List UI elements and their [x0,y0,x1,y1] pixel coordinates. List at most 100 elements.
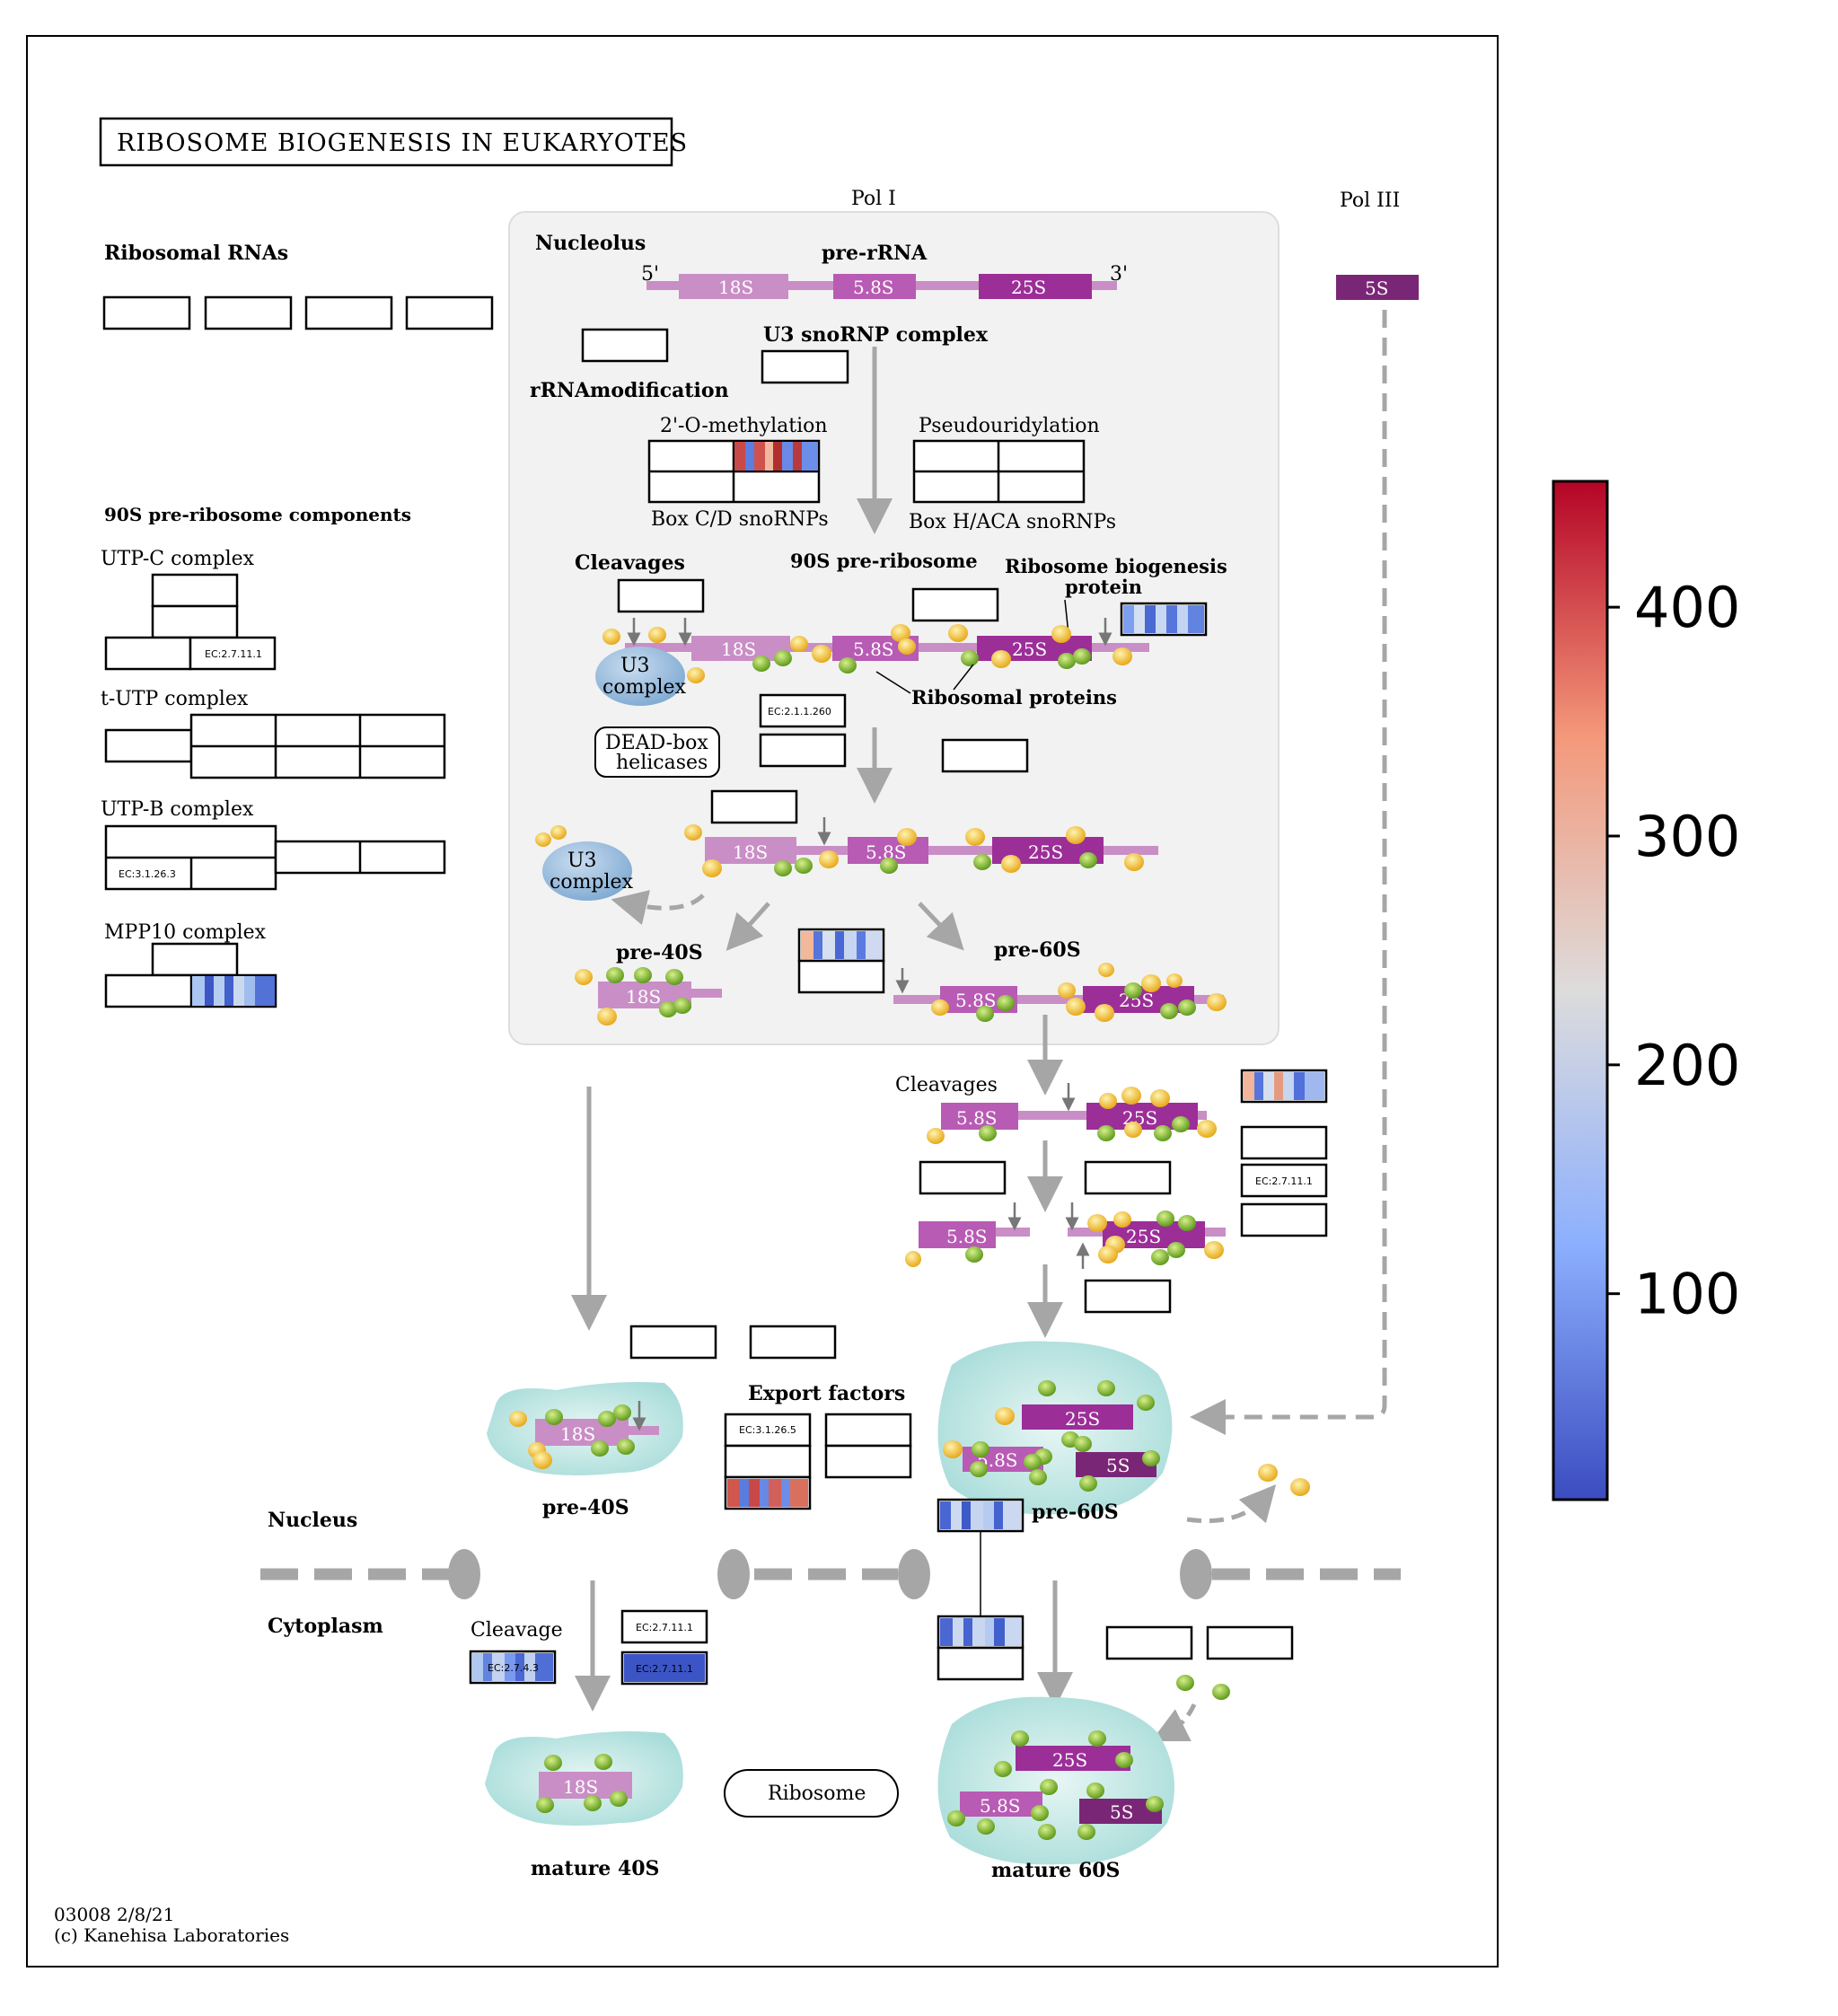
mature60s-proteins [947,1730,1164,1840]
heat-cell-pre60s-right[interactable] [1240,1069,1328,1104]
nucleus-label: Nucleus [268,1509,357,1532]
t-utp-grid[interactable] [104,713,446,779]
cytoplasm-label: Cytoplasm [268,1615,383,1638]
gene-box-90s-c[interactable] [941,738,1029,773]
pre90s-ribosome-label: 90S pre-ribosome [790,550,978,572]
pre-rrna-18s [679,274,788,299]
u3-label-2: U3 [567,850,597,872]
box-haca-grid[interactable] [912,439,1086,504]
utp-b-ec-label: EC:3.1.26.3 [119,868,176,880]
pre90s-25s-label: 25S [1012,638,1047,660]
rb-protein-label-2: protein [1065,576,1142,598]
heat-cell-rb-protein[interactable] [1120,602,1208,637]
gene-box-60s-r1[interactable] [1240,1125,1328,1160]
rrna-modification-label: rRNAmodification [530,379,729,402]
pre90s-58s-label: 5.8S [853,638,894,660]
heat-cell-box-cd [734,442,818,471]
ribosomal-rnas-label: Ribosomal RNAs [104,242,288,265]
pre-rrna-58s [833,274,916,299]
mature60s-5s-label: 5S [1110,1801,1133,1823]
gene-box-export-1[interactable] [629,1325,717,1360]
mature40s-18s-label: 18S [563,1776,598,1798]
cleavage-ec-label: EC:2.7.4.3 [488,1662,539,1674]
gene-box-u3-b[interactable] [761,349,849,384]
mature40s-proteins [536,1754,628,1813]
box-haca-label: Box H/ACA snoRNPs [909,511,1116,533]
heat-cell-export [727,1479,808,1507]
u3-complex-label-2: complex [550,871,634,894]
gene-box-90s[interactable] [911,587,999,622]
split-18s [705,837,796,864]
heat-cell-cleavage[interactable]: EC:2.7.4.3 [469,1650,557,1685]
pre60s-25s-label-3: 25S [1126,1226,1161,1247]
u3-snornp-label: U3 snoRNP complex [763,323,989,347]
mpp10-grid[interactable] [104,942,277,1008]
utp-c-grid[interactable]: EC:2.7.11.1 [104,573,277,671]
gene-box-rrna-2[interactable] [204,295,293,330]
to-pre40s-arrow [726,902,770,951]
pre40s-proteins-1 [575,967,691,1026]
heat-cell-pre60s-nucleolus[interactable] [797,928,885,994]
gene-box-cyto-60s-2[interactable] [1206,1625,1294,1660]
pol-iii-5s-label: 5S [1365,277,1388,299]
ribosomal-proteins-label: Ribosomal proteins [911,686,1117,709]
pre60s-58s-3 [919,1221,996,1248]
kinase-1-ec-label: EC:2.7.11.1 [636,1622,693,1633]
utp-b-grid[interactable]: EC:3.1.26.3 [104,824,446,891]
helicases-label: helicases [616,752,708,774]
export-factors-grid[interactable]: EC:3.1.26.5 [724,1413,912,1510]
gene-box-cleavages[interactable] [617,578,705,613]
gene-box-90s-b[interactable] [759,733,847,768]
map-title: RIBOSOME BIOGENESIS IN EUKARYOTES [117,129,688,157]
gene-box-60s-r3[interactable] [1240,1202,1328,1237]
dead-box-label: DEAD-box [605,732,708,754]
gene-box-cyto-60s-1[interactable] [1105,1625,1193,1660]
mature60s-particle [937,1696,1174,1865]
gene-box-u3-a[interactable] [581,328,669,363]
gene-box-export-2[interactable] [749,1325,837,1360]
gene-box-rrna-1[interactable] [102,295,191,330]
three-prime-label: 3' [1110,263,1128,286]
pol-iii-5s-arrow [1190,310,1387,1435]
to-pre60s-arrow [918,902,964,951]
heat-cell-mpp10 [192,976,275,1006]
gene-box-60s-r2[interactable]: EC:2.7.11.1 [1240,1163,1328,1198]
pre60s-label-1: pre-60S [994,938,1081,962]
released-protein-2 [1290,1478,1310,1496]
gene-box-rrna-4[interactable] [405,295,494,330]
box-cd-grid[interactable] [647,439,821,504]
heat-cell-pre60s-nuclear[interactable] [937,1498,1025,1533]
colorbar-ticks: 400 300 200 100 [1607,575,1740,1327]
gene-box-split[interactable] [710,789,798,824]
pre40s-18s-label-2: 18S [560,1423,595,1445]
u3-release-arrow [611,890,705,926]
mature60s-58s [960,1792,1042,1817]
gene-box-60s-l3[interactable] [1084,1279,1172,1314]
pre90s-proteins [602,624,1132,683]
u3-complex-label-1: complex [602,676,687,699]
pre60s-58s-label-2: 5.8S [956,1107,998,1129]
split-proteins [535,824,1144,877]
u3-complex-2 [542,841,632,901]
cleavage-label: Cleavage [470,1619,563,1642]
gene-box-rrna-3[interactable] [304,295,393,330]
heat-cell-cyto-60s[interactable] [937,1615,1025,1681]
gene-box-60s-l1[interactable] [919,1160,1007,1195]
gene-box-60s-l2[interactable] [1084,1160,1172,1195]
gene-box-ec-methyltransferase[interactable]: EC:2.1.1.260 [759,693,847,728]
gene-box-ec-kinase-1[interactable]: EC:2.7.11.1 [620,1609,708,1644]
colorbar-tick-label: 200 [1634,1033,1740,1098]
pre60s-proteins-4 [943,1380,1160,1492]
colorbar-tick-label: 400 [1634,575,1740,640]
pre60s-proteins-2 [927,1087,1217,1144]
dead-box-helicases[interactable] [594,726,720,778]
pseudouridylation-label: Pseudouridylation [919,415,1100,437]
colorbar-tick-label: 300 [1634,804,1740,869]
pre60s-58s-label-3: 5.8S [946,1226,988,1247]
cyto-protein-1 [1176,1675,1194,1691]
ribosome-node[interactable] [724,1769,899,1818]
box-cd-label: Box C/D snoRNPs [651,508,829,531]
gene-box-ec-kinase-2[interactable]: EC:2.7.11.1 [620,1651,708,1686]
pol-i-label: Pol I [851,188,896,210]
